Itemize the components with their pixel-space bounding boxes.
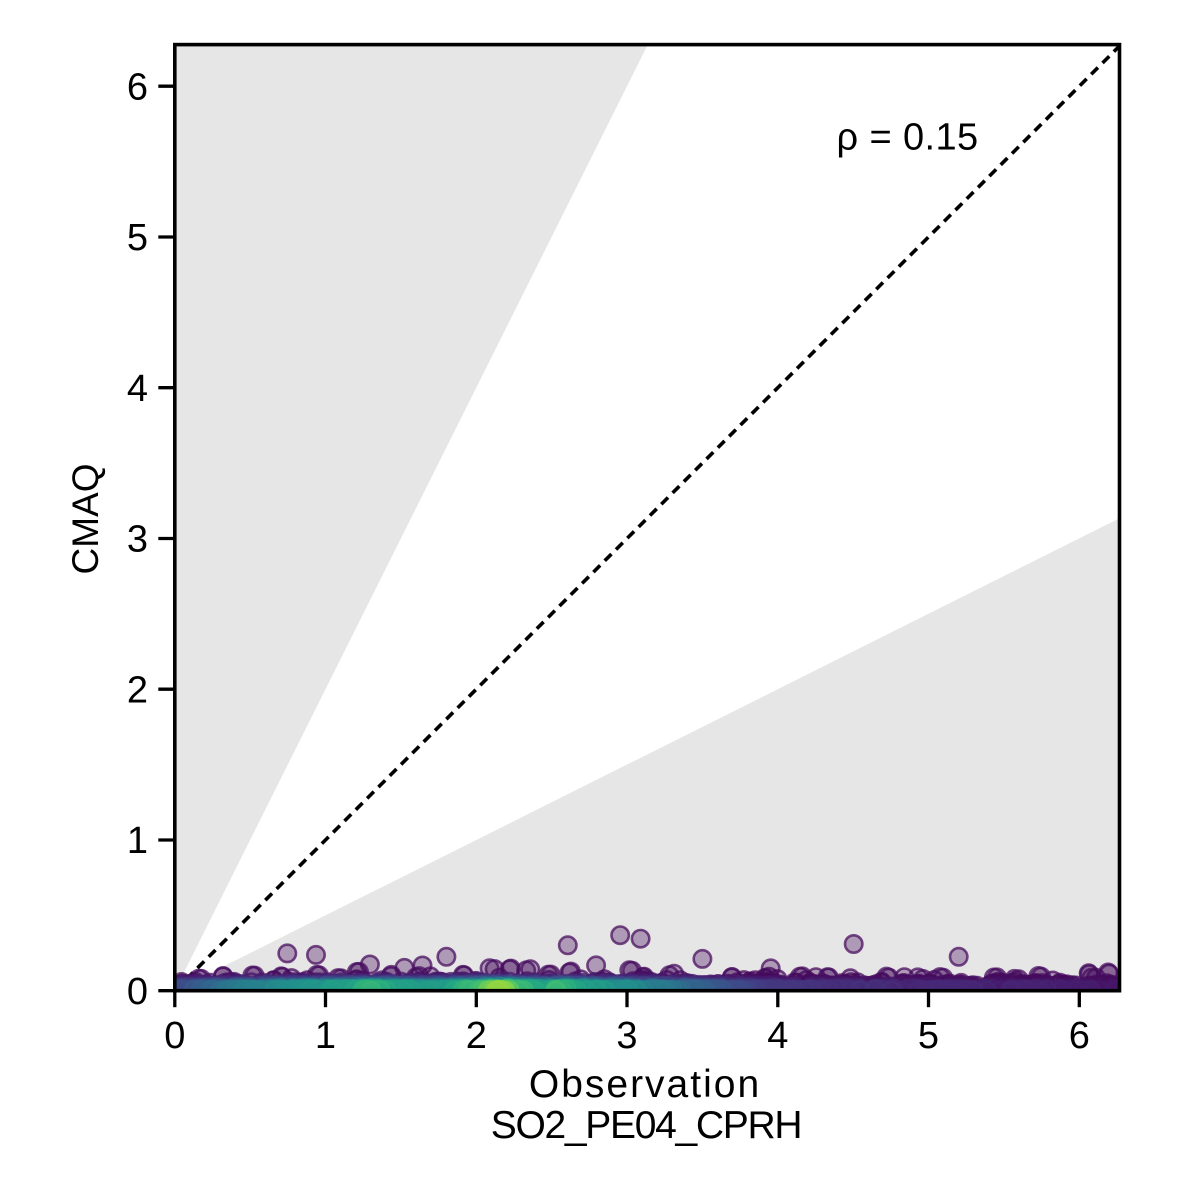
svg-text:2: 2 (466, 1015, 487, 1057)
svg-text:SO2_PE04_CPRH: SO2_PE04_CPRH (491, 1104, 801, 1147)
svg-text:1: 1 (127, 820, 148, 862)
svg-text:0: 0 (164, 1015, 185, 1057)
svg-text:ρ = 0.15: ρ = 0.15 (837, 117, 979, 159)
svg-text:3: 3 (616, 1015, 637, 1057)
svg-text:1: 1 (315, 1015, 336, 1057)
svg-text:5: 5 (918, 1015, 939, 1057)
svg-text:Observation: Observation (529, 1063, 761, 1106)
svg-text:3: 3 (127, 519, 148, 561)
svg-text:6: 6 (127, 66, 148, 108)
svg-text:5: 5 (127, 217, 148, 259)
svg-text:4: 4 (767, 1015, 788, 1057)
svg-text:6: 6 (1069, 1015, 1090, 1057)
svg-text:0: 0 (127, 971, 148, 1013)
svg-text:2: 2 (127, 669, 148, 711)
svg-text:CMAQ: CMAQ (65, 464, 106, 575)
svg-text:4: 4 (127, 368, 148, 410)
